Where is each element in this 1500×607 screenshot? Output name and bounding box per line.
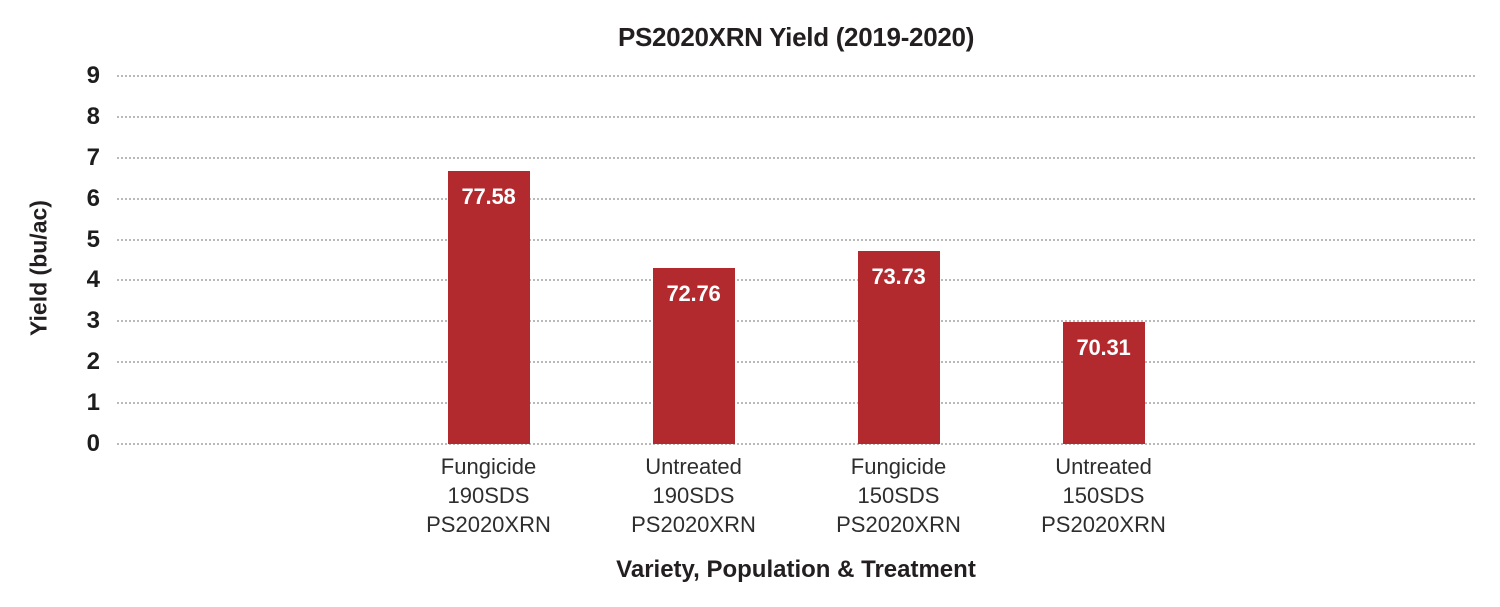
category-label: Untreated 150SDS PS2020XRN [1001, 452, 1206, 539]
bar-value-label: 70.31 [1076, 335, 1131, 361]
gridline [117, 238, 1475, 241]
category-label-line: PS2020XRN [1041, 512, 1166, 537]
category-label-line: Fungicide [440, 454, 537, 479]
gridline [117, 402, 1475, 405]
bar-group: 70.31 [1001, 76, 1206, 444]
y-tick-label: 1 [86, 389, 100, 417]
y-tick-label: 4 [86, 266, 100, 294]
y-tick-label: 5 [86, 225, 100, 253]
gridline [117, 443, 1475, 445]
category-label-line: Untreated [645, 454, 742, 479]
y-axis-tick-labels: 0 1 2 3 4 5 6 7 8 9 [0, 62, 100, 457]
category-label-line: Fungicide [850, 454, 947, 479]
category-label-line: PS2020XRN [836, 512, 961, 537]
bar-value-label: 77.58 [461, 184, 516, 210]
gridline [117, 115, 1475, 118]
bar-group: 72.76 [591, 76, 796, 444]
category-label-line: 150SDS [857, 483, 940, 508]
bar-value-label: 73.73 [871, 264, 926, 290]
y-tick-label: 6 [86, 184, 100, 212]
category-label-line: PS2020XRN [631, 512, 756, 537]
gridline [117, 75, 1475, 77]
category-label: Untreated 190SDS PS2020XRN [591, 452, 796, 539]
y-tick-label: 7 [86, 143, 100, 171]
gridline [117, 361, 1475, 364]
bar-group: 77.58 [386, 76, 591, 444]
gridline [117, 279, 1475, 282]
x-axis-category-labels: Fungicide 190SDS PS2020XRN Untreated 190SDS P… [117, 452, 1475, 539]
y-tick-label: 2 [86, 348, 100, 376]
category-label-line: 150SDS [1062, 483, 1145, 508]
gridline [117, 320, 1475, 323]
y-tick-label: 3 [86, 307, 100, 335]
category-label-line: Untreated [1055, 454, 1152, 479]
y-tick-label: 0 [86, 430, 100, 457]
bar-value-label: 72.76 [666, 281, 721, 307]
x-axis-title: Variety, Population & Treatment [616, 556, 976, 583]
category-label: Fungicide 150SDS PS2020XRN [796, 452, 1001, 539]
bar: 73.73 [857, 251, 940, 444]
bar: 70.31 [1062, 322, 1145, 444]
y-tick-label: 8 [86, 102, 100, 130]
category-label-line: 190SDS [447, 483, 530, 508]
category-label: Fungicide 190SDS PS2020XRN [386, 452, 591, 539]
gridline [117, 156, 1475, 159]
category-label-line: 190SDS [652, 483, 735, 508]
bar: 72.76 [652, 268, 735, 444]
y-tick-label: 9 [86, 62, 100, 89]
bars-container: 77.58 72.76 73.73 70.31 [117, 76, 1475, 444]
plot-area: 77.58 72.76 73.73 70.31 [117, 75, 1475, 445]
gridline [117, 197, 1475, 200]
category-label-line: PS2020XRN [426, 512, 551, 537]
bar-group: 73.73 [796, 76, 1001, 444]
bar: 77.58 [447, 171, 530, 444]
chart-title: PS2020XRN Yield (2019-2020) [617, 22, 975, 52]
